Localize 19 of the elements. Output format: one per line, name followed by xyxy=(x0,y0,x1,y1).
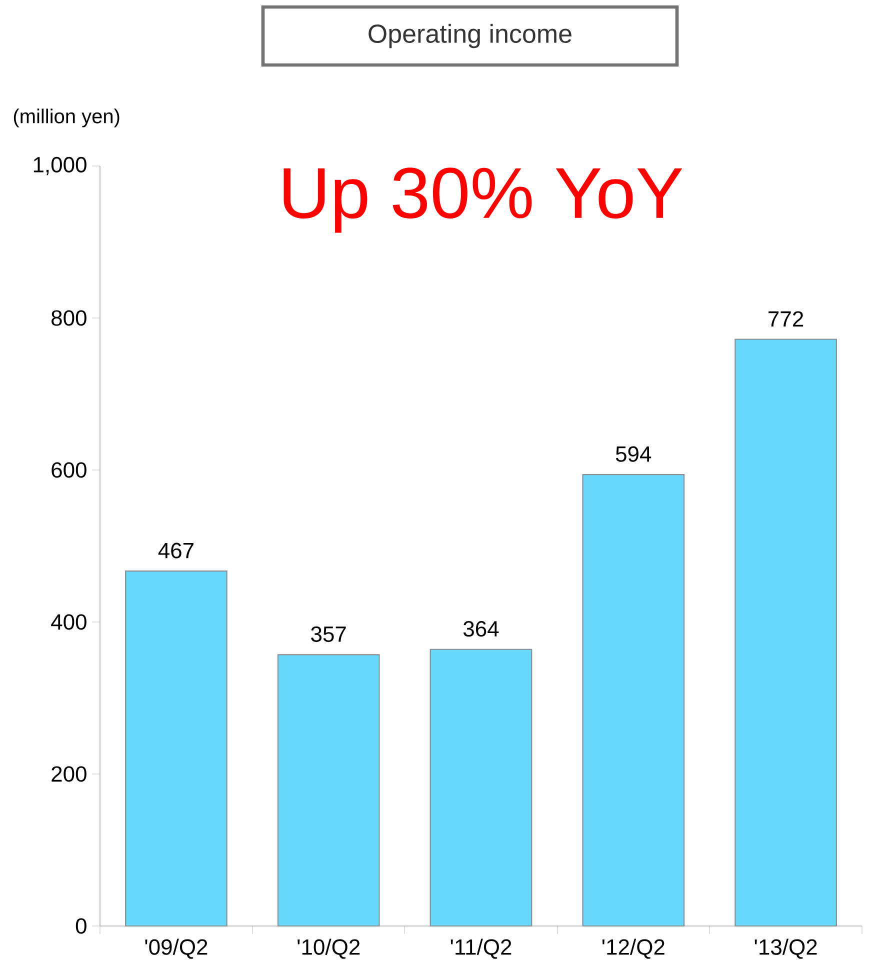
data-label: 357 xyxy=(311,626,346,642)
y-axis-title: (million yen) xyxy=(14,108,120,128)
chart-title: Operating income xyxy=(368,24,572,48)
annotation: Up 30% YoY xyxy=(284,168,682,233)
data-label: 772 xyxy=(768,311,804,327)
y-tick-label: 800 xyxy=(52,310,86,326)
x-tick-label: '12/Q2 xyxy=(602,938,664,959)
y-tick-label: 0 xyxy=(76,918,86,934)
x-tick-label: '13/Q2 xyxy=(754,938,817,959)
y-tick-label: 1,000 xyxy=(34,156,86,176)
y-tick-label: 400 xyxy=(51,614,86,630)
data-label: 467 xyxy=(158,542,194,558)
y-tick-label: 200 xyxy=(52,766,86,782)
x-tick-label: '09/Q2 xyxy=(145,938,208,959)
data-label: 364 xyxy=(463,621,499,637)
y-tick-label: 600 xyxy=(52,462,86,478)
data-label: 594 xyxy=(616,446,652,462)
x-tick-label: '10/Q2 xyxy=(298,938,360,959)
x-tick-label: '11/Q2 xyxy=(450,938,512,959)
